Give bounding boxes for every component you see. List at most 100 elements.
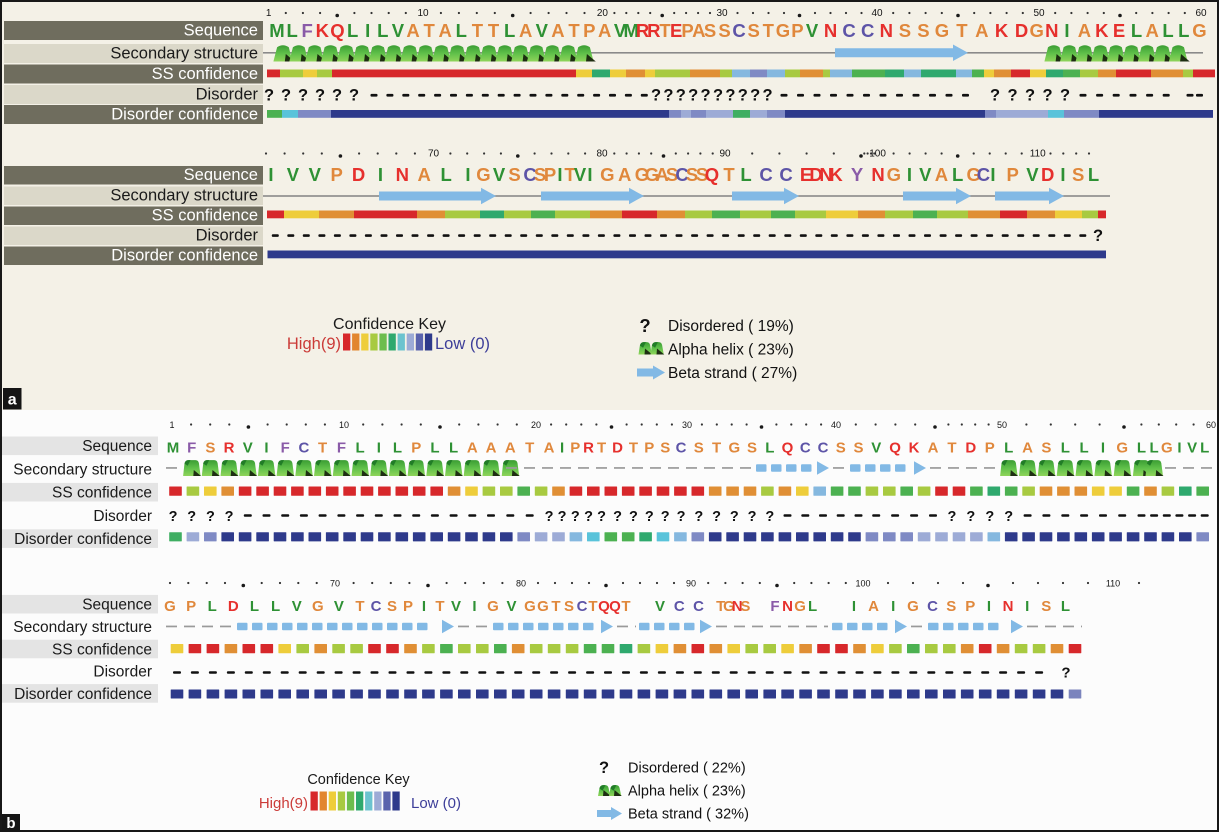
svg-text:T: T xyxy=(435,598,444,615)
svg-text:P: P xyxy=(403,598,413,615)
svg-text:Q: Q xyxy=(598,598,610,615)
svg-text:?: ? xyxy=(947,509,956,525)
svg-text:K: K xyxy=(909,440,920,457)
svg-text:T: T xyxy=(472,20,484,41)
svg-text:N: N xyxy=(824,20,837,41)
svg-text:A: A xyxy=(544,440,555,457)
svg-text:T: T xyxy=(712,440,721,457)
svg-text:?: ? xyxy=(187,509,196,525)
svg-text:F: F xyxy=(770,598,779,615)
svg-text:?: ? xyxy=(765,509,774,525)
svg-text:?: ? xyxy=(1042,87,1052,105)
svg-text:Y: Y xyxy=(851,164,864,185)
svg-text:?: ? xyxy=(558,509,567,525)
svg-text:S: S xyxy=(508,164,520,185)
svg-text:T: T xyxy=(723,164,735,185)
svg-text:L: L xyxy=(1061,440,1070,457)
svg-text:?: ? xyxy=(1061,665,1070,682)
svg-text:L: L xyxy=(1178,20,1189,41)
svg-text:A: A xyxy=(975,20,988,41)
svg-text:S: S xyxy=(686,164,698,185)
svg-text:Q: Q xyxy=(889,440,901,457)
svg-text:?: ? xyxy=(1093,227,1103,245)
svg-text:G: G xyxy=(907,598,919,615)
svg-text:?: ? xyxy=(584,509,593,525)
svg-text:L: L xyxy=(740,164,751,185)
svg-text:A: A xyxy=(406,20,419,41)
svg-text:Beta strand ( 32%): Beta strand ( 32%) xyxy=(628,807,749,823)
svg-text:30: 30 xyxy=(716,8,728,19)
svg-text:S: S xyxy=(660,440,670,457)
svg-text:A: A xyxy=(1022,440,1033,457)
svg-text:I: I xyxy=(891,598,895,615)
svg-text:L: L xyxy=(765,440,774,457)
svg-text:Disorder: Disorder xyxy=(93,508,152,525)
svg-text:b: b xyxy=(6,815,15,832)
svg-text:G: G xyxy=(645,164,659,185)
svg-text:I: I xyxy=(852,598,856,615)
svg-text:S: S xyxy=(740,598,750,615)
svg-text:110: 110 xyxy=(1106,579,1120,589)
svg-text:Q: Q xyxy=(609,598,621,615)
svg-text:S: S xyxy=(747,440,757,457)
svg-text:V: V xyxy=(493,164,506,185)
svg-text:T: T xyxy=(318,440,327,457)
svg-text:?: ? xyxy=(985,509,994,525)
svg-text:A: A xyxy=(1078,20,1091,41)
svg-text:S: S xyxy=(718,20,730,41)
svg-text:R: R xyxy=(647,20,660,41)
svg-text:T: T xyxy=(568,20,580,41)
svg-text:G: G xyxy=(728,440,740,457)
svg-text:100: 100 xyxy=(869,149,886,160)
svg-text:G: G xyxy=(967,164,981,185)
svg-text:Secondary structure: Secondary structure xyxy=(13,619,152,636)
svg-text:I: I xyxy=(1177,440,1181,457)
svg-text:C: C xyxy=(927,598,938,615)
svg-text:Q: Q xyxy=(782,440,794,457)
svg-text:High(9): High(9) xyxy=(259,795,308,812)
svg-text:Confidence Key: Confidence Key xyxy=(307,772,410,788)
svg-text:G: G xyxy=(1030,20,1044,41)
svg-text:G: G xyxy=(164,598,176,615)
svg-text:Confidence Key: Confidence Key xyxy=(333,316,446,333)
svg-text:T: T xyxy=(355,598,364,615)
svg-text:P: P xyxy=(570,440,580,457)
svg-text:?: ? xyxy=(281,87,291,105)
svg-text:G: G xyxy=(723,598,735,615)
svg-text:?: ? xyxy=(725,87,735,105)
svg-text:N: N xyxy=(782,598,793,615)
svg-text:T: T xyxy=(488,20,500,41)
svg-text:SS confidence: SS confidence xyxy=(152,65,258,83)
svg-text:?: ? xyxy=(545,509,554,525)
svg-text:?: ? xyxy=(966,509,975,525)
svg-text:60: 60 xyxy=(1195,8,1207,19)
svg-text:Alpha helix ( 23%): Alpha helix ( 23%) xyxy=(628,784,746,800)
svg-text:?: ? xyxy=(599,759,609,777)
svg-text:A: A xyxy=(935,164,948,185)
svg-text:C: C xyxy=(977,164,990,185)
svg-text:S: S xyxy=(534,164,546,185)
svg-text:L: L xyxy=(430,440,439,457)
svg-text:L: L xyxy=(1137,440,1146,457)
svg-text:S: S xyxy=(1041,440,1051,457)
svg-text:?: ? xyxy=(730,509,739,525)
svg-text:I: I xyxy=(422,598,426,615)
svg-text:L: L xyxy=(1080,440,1089,457)
svg-text:K: K xyxy=(995,20,1009,41)
svg-text:A: A xyxy=(692,20,705,41)
svg-text:L: L xyxy=(1131,20,1142,41)
svg-text:G: G xyxy=(476,164,490,185)
svg-text:T: T xyxy=(956,20,968,41)
svg-text:50: 50 xyxy=(997,420,1007,430)
svg-text:I: I xyxy=(377,440,381,457)
svg-text:80: 80 xyxy=(516,579,526,589)
svg-text:P: P xyxy=(681,20,693,41)
svg-text:R: R xyxy=(224,440,235,457)
svg-text:?: ? xyxy=(663,87,673,105)
svg-text:V: V xyxy=(614,20,627,41)
svg-text:?: ? xyxy=(1060,87,1070,105)
svg-text:?: ? xyxy=(1004,509,1013,525)
svg-text:?: ? xyxy=(332,87,342,105)
svg-text:T: T xyxy=(659,20,671,41)
svg-text:A: A xyxy=(467,440,478,457)
